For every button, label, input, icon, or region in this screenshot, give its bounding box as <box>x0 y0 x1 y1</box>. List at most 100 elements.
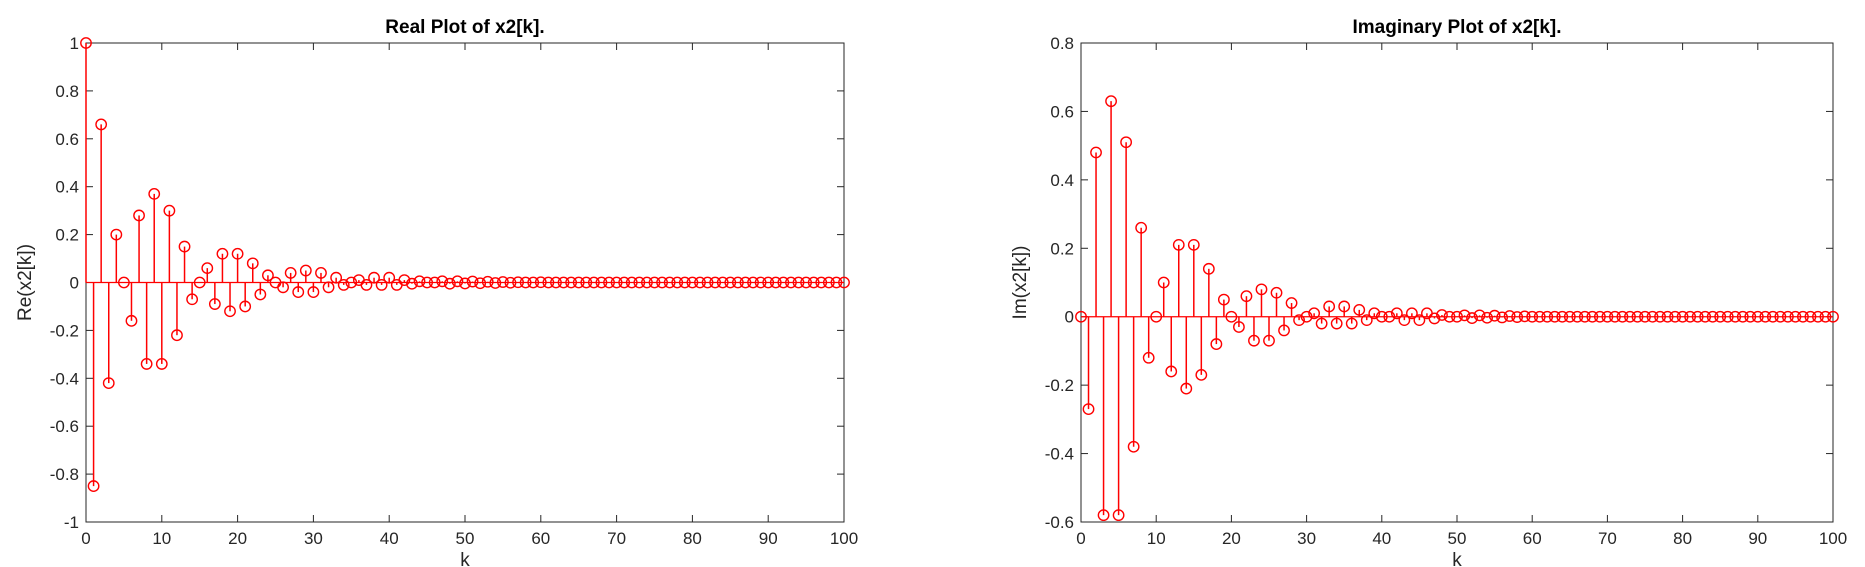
imaginary-plot-point <box>1586 310 1599 323</box>
imaginary-plot-point <box>1654 310 1666 323</box>
imaginary-plot-point <box>1744 310 1757 323</box>
imaginary-plot-ytick-label: -0.4 <box>1045 445 1074 464</box>
imaginary-plot-point <box>1473 309 1486 322</box>
real-plot-xtick-label: 20 <box>228 529 247 548</box>
imaginary-plot-point <box>1819 310 1832 323</box>
real-plot-point <box>466 275 479 288</box>
real-plot-ytick-label: 0.6 <box>55 130 79 149</box>
real-plot-point <box>110 228 123 241</box>
imaginary-plot-point <box>1451 310 1463 323</box>
real-plot-point <box>648 276 661 289</box>
real-plot-point <box>504 276 517 289</box>
imaginary-plot: Imaginary Plot of x2[k]. k Im(x2[k]) 0 10… <box>1010 17 1847 567</box>
imaginary-plot-point <box>1127 440 1140 453</box>
imaginary-plot-point <box>1646 310 1659 323</box>
imaginary-plot-point <box>1571 310 1584 323</box>
real-plot-point <box>633 276 646 289</box>
real-plot-point <box>489 277 502 289</box>
real-plot-point <box>208 298 221 310</box>
real-plot-point <box>322 281 335 294</box>
imaginary-plot-point <box>1759 310 1772 323</box>
imaginary-plot-point <box>1157 276 1170 289</box>
imaginary-plot-xtick-label: 90 <box>1748 529 1767 548</box>
real-plot-point <box>572 276 585 289</box>
real-plot-point <box>777 276 790 289</box>
real-plot-xtick-label: 0 <box>81 529 90 548</box>
real-plot-point <box>345 276 358 289</box>
imaginary-plot-point <box>1233 321 1245 333</box>
imaginary-plot-point <box>1827 310 1839 323</box>
real-plot-ytick-label: 0.8 <box>55 82 79 101</box>
real-plot-point <box>747 276 759 289</box>
real-plot-point <box>731 276 744 289</box>
real-plot-point <box>762 276 775 289</box>
imaginary-plot-point <box>1781 310 1794 323</box>
real-plot-point <box>830 276 843 289</box>
real-plot-point <box>125 314 138 327</box>
real-plot-point <box>277 281 289 294</box>
real-plot-ytick-label: 0.4 <box>55 178 79 197</box>
imaginary-plot-point <box>1345 317 1358 330</box>
real-plot-point <box>254 288 267 301</box>
real-plot-xtick-label: 90 <box>759 529 778 548</box>
real-plot-point <box>102 377 115 389</box>
imaginary-plot-xtick-label: 60 <box>1523 529 1542 548</box>
imaginary-plot-point <box>1601 310 1614 323</box>
imaginary-plot-xtick-label: 20 <box>1222 529 1241 548</box>
real-plot-point <box>701 276 714 289</box>
imaginary-plot-point <box>1082 403 1095 415</box>
imaginary-plot-ytick-label: -0.6 <box>1045 513 1074 532</box>
imaginary-plot-point <box>1315 317 1328 330</box>
imaginary-plot-point <box>1308 307 1321 320</box>
imaginary-plot-point <box>1496 311 1509 324</box>
real-plot-point <box>186 293 199 306</box>
imaginary-plot-point <box>1368 307 1381 320</box>
real-plot-point <box>315 267 327 279</box>
real-plot-point <box>595 276 608 289</box>
imaginary-plot-point <box>1797 310 1809 323</box>
real-plot-point <box>337 278 350 291</box>
real-plot-point <box>686 276 699 289</box>
real-plot-point <box>201 262 214 275</box>
real-plot-point <box>807 276 820 289</box>
imaginary-plot-title: Imaginary Plot of x2[k]. <box>1352 17 1561 38</box>
imaginary-plot-point <box>1278 324 1290 337</box>
imaginary-plot-xtick-label: 30 <box>1297 529 1316 548</box>
imaginary-plot-point <box>1481 311 1493 324</box>
imaginary-plot-ytick-label: 0 <box>1065 308 1074 327</box>
real-plot-point <box>443 277 456 290</box>
real-plot-ytick-label: -0.8 <box>50 465 79 484</box>
imaginary-plot-point <box>1639 310 1651 323</box>
imaginary-plot-point <box>1323 300 1336 313</box>
real-plot-point <box>785 276 797 289</box>
imaginary-plot-point <box>1488 309 1501 322</box>
real-plot-point <box>542 276 555 289</box>
real-plot-point <box>800 276 812 289</box>
real-plot-point <box>413 275 426 288</box>
imaginary-plot-point <box>1270 286 1283 299</box>
imaginary-plot-point <box>1338 300 1351 313</box>
real-plot-point <box>656 276 668 289</box>
real-plot-point <box>671 276 684 289</box>
real-plot-point <box>193 276 206 289</box>
imaginary-plot-point <box>1293 314 1305 327</box>
imaginary-plot-point <box>1714 310 1727 323</box>
real-plot-point <box>87 480 100 492</box>
imaginary-plot-point <box>1180 382 1193 395</box>
imaginary-plot-point <box>1804 310 1817 323</box>
imaginary-plot-point <box>1729 310 1742 323</box>
real-plot: Real Plot of x2[k]. k Re(x2[k]) 0 10 20 30 4… <box>15 17 858 567</box>
imaginary-plot-xtick-label: 50 <box>1448 529 1467 548</box>
real-plot-point <box>822 276 835 289</box>
real-plot-point <box>618 276 631 289</box>
imaginary-plot-point <box>1360 314 1373 327</box>
real-plot-point <box>368 271 380 284</box>
real-plot-xtick-label: 70 <box>607 529 626 548</box>
imaginary-plot-point <box>1751 310 1764 323</box>
real-plot-xtick-label: 60 <box>531 529 550 548</box>
real-plot-point <box>792 276 805 289</box>
imaginary-plot-ytick-label: 0.4 <box>1050 171 1074 190</box>
real-plot-xtick-label: 10 <box>152 529 171 548</box>
imaginary-plot-point <box>1766 310 1779 323</box>
